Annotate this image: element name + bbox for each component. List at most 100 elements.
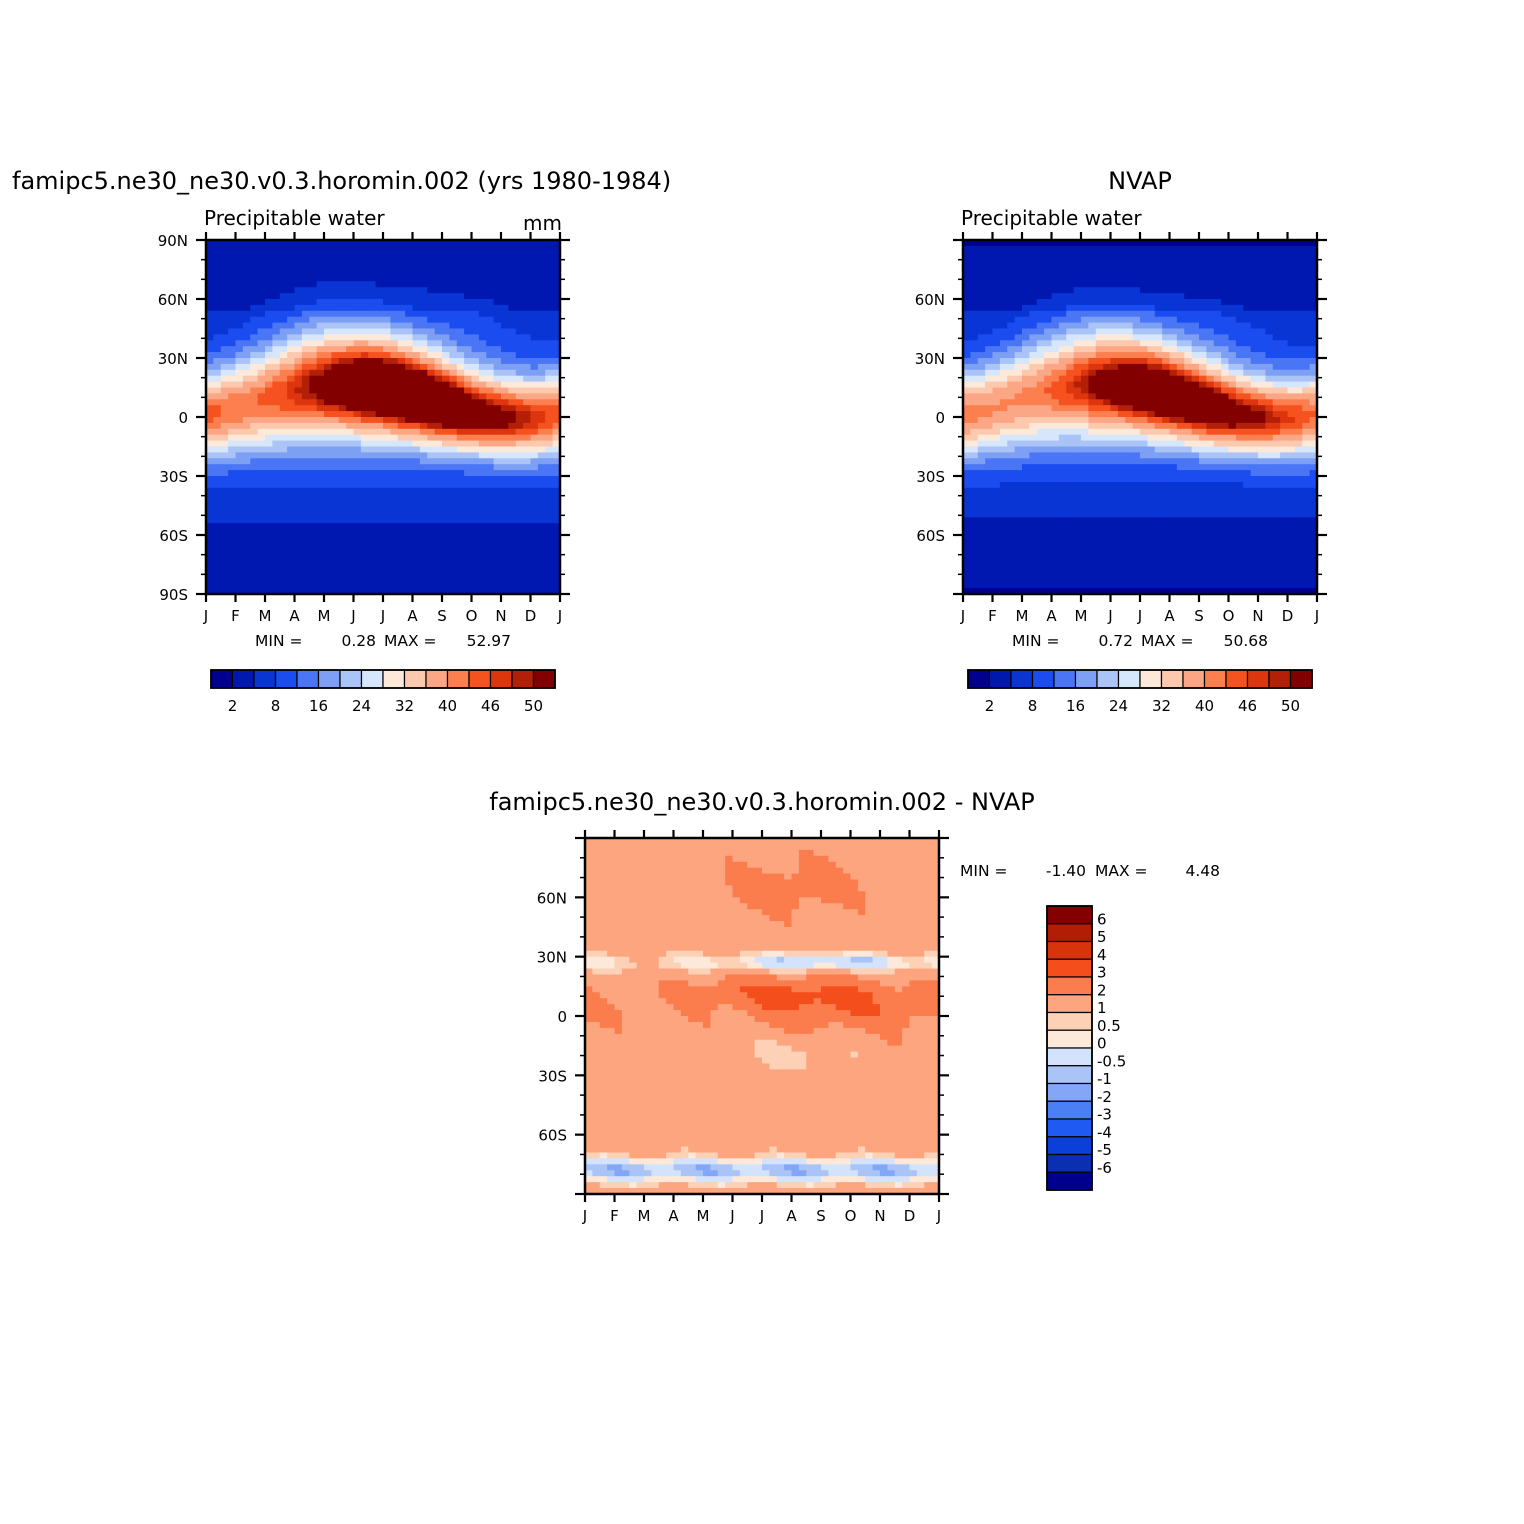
- field-cell: [1044, 417, 1053, 424]
- field-cell: [1044, 287, 1053, 294]
- field-cell: [456, 299, 465, 306]
- field-cell: [545, 546, 554, 554]
- field-cell: [427, 440, 436, 448]
- field-cell: [1095, 304, 1104, 312]
- field-cell: [1014, 399, 1023, 406]
- field-cell: [456, 523, 465, 530]
- field-cell: [515, 375, 524, 383]
- field-cell: [1132, 245, 1141, 253]
- field-cell: [977, 405, 986, 412]
- field-cell: [501, 287, 509, 294]
- field-cell: [552, 434, 561, 442]
- field-cell: [220, 334, 229, 341]
- field-cell: [1095, 452, 1104, 459]
- field-cell: [250, 529, 259, 536]
- field-cell: [545, 405, 554, 412]
- field-cell: [316, 476, 325, 483]
- field-cell: [206, 375, 214, 383]
- field-cell: [1088, 440, 1097, 448]
- field-cell: [1029, 322, 1038, 330]
- field-cell: [324, 558, 332, 566]
- field-cell: [456, 240, 465, 247]
- field-cell: [1029, 428, 1038, 436]
- field-cell: [383, 322, 391, 330]
- field-cell: [1265, 387, 1274, 394]
- field-cell: [493, 446, 502, 453]
- field-cell: [1066, 281, 1075, 288]
- field-cell: [1103, 334, 1112, 341]
- field-cell: [1088, 304, 1097, 312]
- field-cell: [508, 245, 517, 253]
- field-cell: [1154, 310, 1163, 318]
- field-cell: [530, 381, 539, 389]
- field-cell: [279, 304, 288, 312]
- field-cell: [1073, 399, 1082, 406]
- field-cell: [449, 546, 458, 554]
- field-cell: [250, 517, 259, 524]
- field-cell: [1110, 322, 1119, 330]
- field-cell: [1110, 263, 1119, 271]
- field-cell: [1243, 287, 1252, 294]
- field-cell: [397, 340, 406, 347]
- field-cell: [545, 588, 554, 595]
- field-cell: [235, 428, 244, 436]
- field-cell: [992, 375, 1001, 383]
- field-cell: [220, 363, 229, 371]
- field-cell: [250, 417, 259, 424]
- field-cell: [235, 481, 244, 489]
- colorbar-swatch: [532, 669, 556, 689]
- field-cell: [1243, 381, 1252, 389]
- field-cell: [405, 576, 414, 583]
- field-cell: [1258, 422, 1266, 430]
- field-cell: [206, 576, 214, 583]
- field-cell: [1294, 399, 1303, 406]
- field-cell: [970, 328, 979, 335]
- field-cell: [375, 304, 384, 312]
- field-cell: [471, 240, 480, 247]
- field-cell: [316, 387, 325, 394]
- field-cell: [449, 570, 458, 577]
- field-cell: [1154, 275, 1163, 282]
- field-cell: [985, 299, 994, 306]
- field-cell: [1140, 434, 1148, 442]
- field-cell: [242, 564, 251, 571]
- field-cell: [449, 275, 458, 282]
- field-cell: [1294, 434, 1303, 442]
- field-cell: [1258, 257, 1266, 265]
- field-cell: [552, 293, 561, 300]
- field-cell: [1162, 240, 1171, 247]
- field-cell: [478, 257, 487, 265]
- field-cell: [1022, 322, 1030, 330]
- field-cell: [471, 393, 480, 400]
- field-cell: [493, 582, 502, 589]
- field-cell: [1280, 476, 1289, 483]
- field-cell: [257, 481, 266, 489]
- field-cell: [1058, 287, 1067, 294]
- field-cell: [279, 446, 288, 453]
- field-cell: [508, 434, 517, 442]
- field-cell: [1103, 358, 1112, 365]
- field-cell: [537, 529, 546, 536]
- field-cell: [515, 493, 524, 501]
- field-cell: [405, 428, 414, 436]
- field-cell: [257, 275, 266, 282]
- field-cell: [257, 251, 266, 259]
- field-cell: [331, 328, 340, 335]
- field-cell: [1014, 422, 1023, 430]
- field-cell: [1022, 257, 1030, 265]
- field-cell: [1014, 240, 1023, 247]
- field-cell: [456, 387, 465, 394]
- field-cell: [1309, 434, 1318, 442]
- field-cell: [1206, 251, 1215, 259]
- field-cell: [1044, 352, 1053, 359]
- field-cell: [301, 535, 310, 542]
- field-cell: [1294, 411, 1303, 418]
- field-cell: [1073, 322, 1082, 330]
- field-cell: [1243, 251, 1252, 259]
- field-cell: [1221, 405, 1230, 412]
- field-cell: [309, 417, 318, 424]
- field-cell: [442, 293, 450, 300]
- field-cell: [999, 245, 1008, 253]
- colorbar-frame: [210, 669, 556, 689]
- field-cell: [1294, 387, 1303, 394]
